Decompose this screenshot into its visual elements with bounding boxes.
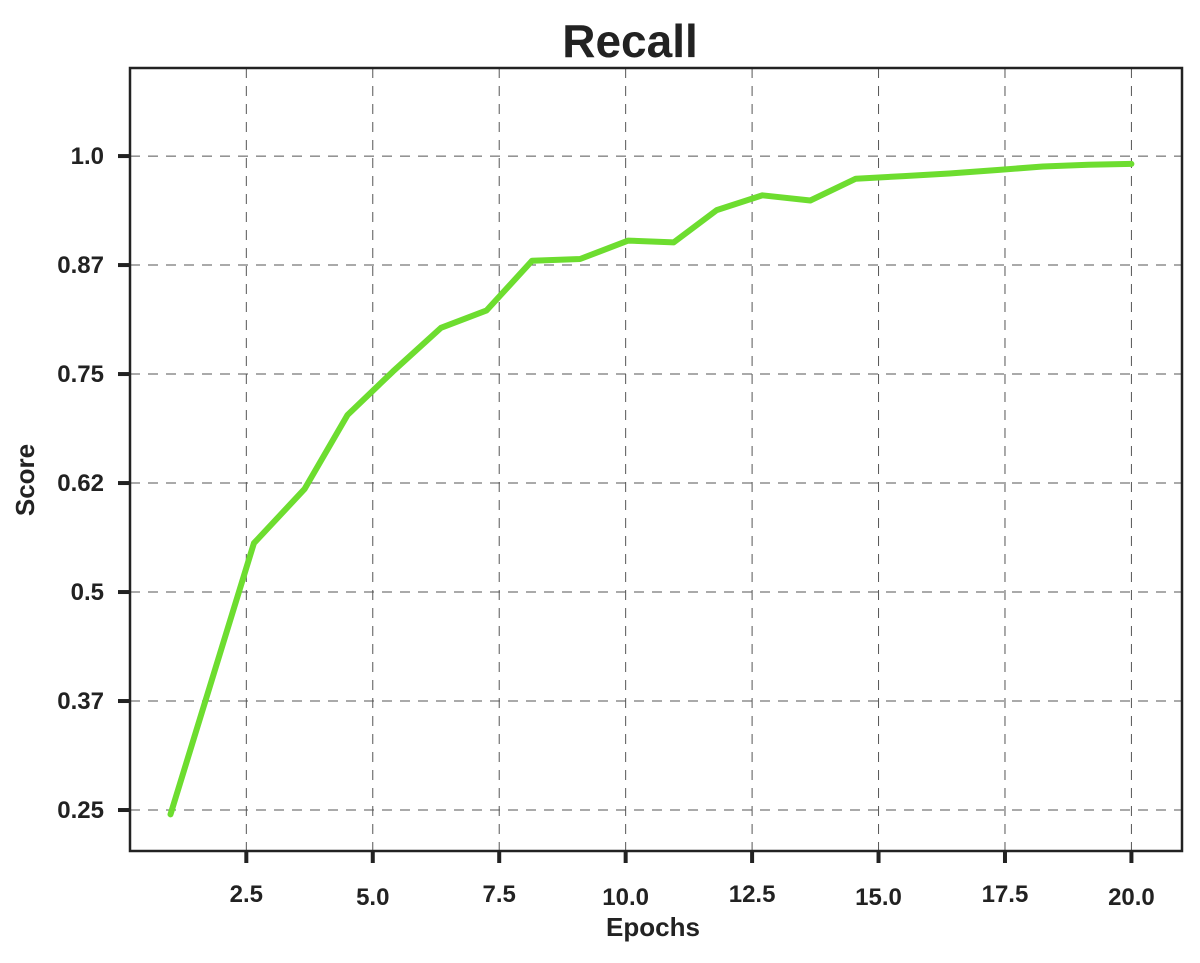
x-tick-label: 7.5 xyxy=(483,881,516,908)
y-tick-label: 0.25 xyxy=(57,797,104,824)
grid-lines xyxy=(130,68,1182,851)
x-tick-label: 20.0 xyxy=(1108,884,1155,911)
series-layer xyxy=(167,160,1135,818)
y-tick-label: 0.87 xyxy=(57,252,104,279)
y-tick-label: 0.62 xyxy=(57,470,104,497)
chart-title: Recall xyxy=(562,15,698,67)
y-tick-label: 1.0 xyxy=(71,143,104,170)
x-tick-label: 15.0 xyxy=(855,884,902,911)
y-axis-label: Score xyxy=(10,444,40,516)
axis-ticks: 2.5 5.0 7.5 10.0 12.5 15.0 17.5 20.0 0.25 0.37 0.5… xyxy=(57,143,1155,911)
x-tick-label: 5.0 xyxy=(356,884,389,911)
y-tick-label: 0.37 xyxy=(57,688,104,715)
x-tick-label: 17.5 xyxy=(982,881,1029,908)
plot-frame xyxy=(128,66,1184,853)
y-tick-label: 0.5 xyxy=(71,579,104,606)
x-tick-label: 12.5 xyxy=(729,881,776,908)
x-tick-label: 10.0 xyxy=(602,884,649,911)
x-tick-label: 2.5 xyxy=(230,881,263,908)
y-tick-label: 0.75 xyxy=(57,361,104,388)
recall-series-line xyxy=(167,160,1135,818)
x-axis-label: Epochs xyxy=(606,912,700,942)
